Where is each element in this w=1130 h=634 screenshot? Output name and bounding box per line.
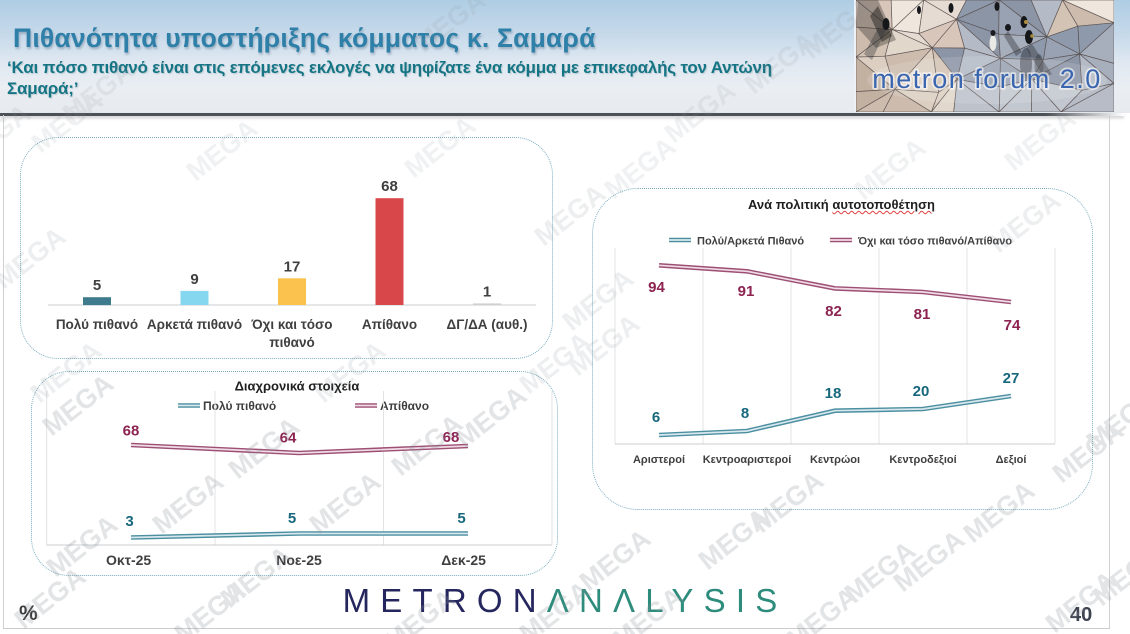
svg-text:18: 18 — [825, 385, 842, 402]
svg-text:68: 68 — [381, 178, 398, 195]
svg-text:Διαχρονικά στοιχεία: Διαχρονικά στοιχεία — [235, 379, 360, 394]
svg-text:17: 17 — [284, 258, 301, 275]
svg-text:Αρκετά πιθανό: Αρκετά πιθανό — [147, 317, 242, 332]
svg-text:Οκτ-25: Οκτ-25 — [106, 552, 151, 568]
svg-text:5: 5 — [93, 277, 101, 294]
svg-text:Όχι και τόσο πιθανό/Απίθανο: Όχι και τόσο πιθανό/Απίθανο — [857, 236, 1012, 248]
svg-text:5: 5 — [457, 510, 465, 527]
svg-text:91: 91 — [738, 283, 755, 300]
svg-text:6: 6 — [652, 409, 660, 426]
svg-text:1: 1 — [483, 283, 491, 300]
svg-text:94: 94 — [648, 279, 665, 296]
svg-text:Απίθανο: Απίθανο — [362, 317, 417, 332]
svg-text:Όχι και τόσο: Όχι και τόσο — [250, 317, 332, 332]
svg-text:Δεξιοί: Δεξιοί — [996, 454, 1027, 466]
svg-text:πιθανό: πιθανό — [269, 335, 314, 350]
svg-text:Κεντροδεξιοί: Κεντροδεξιοί — [889, 454, 956, 466]
svg-text:Πολύ/Αρκετά Πιθανό: Πολύ/Αρκετά Πιθανό — [697, 236, 804, 248]
svg-text:9: 9 — [190, 271, 198, 288]
svg-text:Νοε-25: Νοε-25 — [276, 552, 322, 568]
svg-text:ΔΓ/ΔΑ (αυθ.): ΔΓ/ΔΑ (αυθ.) — [447, 317, 528, 332]
svg-text:82: 82 — [825, 303, 842, 320]
svg-text:81: 81 — [914, 306, 931, 323]
svg-text:74: 74 — [1004, 317, 1021, 334]
svg-text:3: 3 — [125, 513, 133, 530]
svg-text:8: 8 — [741, 405, 749, 422]
svg-text:5: 5 — [288, 510, 296, 527]
svg-text:64: 64 — [280, 430, 297, 447]
svg-text:Πολύ πιθανό: Πολύ πιθανό — [203, 399, 276, 413]
svg-text:Αριστεροί: Αριστεροί — [633, 454, 685, 466]
svg-text:Πολύ πιθανό: Πολύ πιθανό — [56, 317, 138, 332]
svg-text:Δεκ-25: Δεκ-25 — [441, 552, 486, 568]
svg-text:68: 68 — [123, 423, 140, 440]
svg-text:27: 27 — [1003, 370, 1020, 387]
svg-text:Απίθανο: Απίθανο — [380, 399, 429, 413]
svg-text:metron forum 2.0: metron forum 2.0 — [872, 64, 1102, 94]
svg-text:68: 68 — [443, 429, 460, 446]
svg-text:20: 20 — [913, 383, 930, 400]
svg-text:Κεντροαριστεροί: Κεντροαριστεροί — [703, 454, 792, 466]
svg-text:Κεντρώοι: Κεντρώοι — [810, 454, 860, 466]
